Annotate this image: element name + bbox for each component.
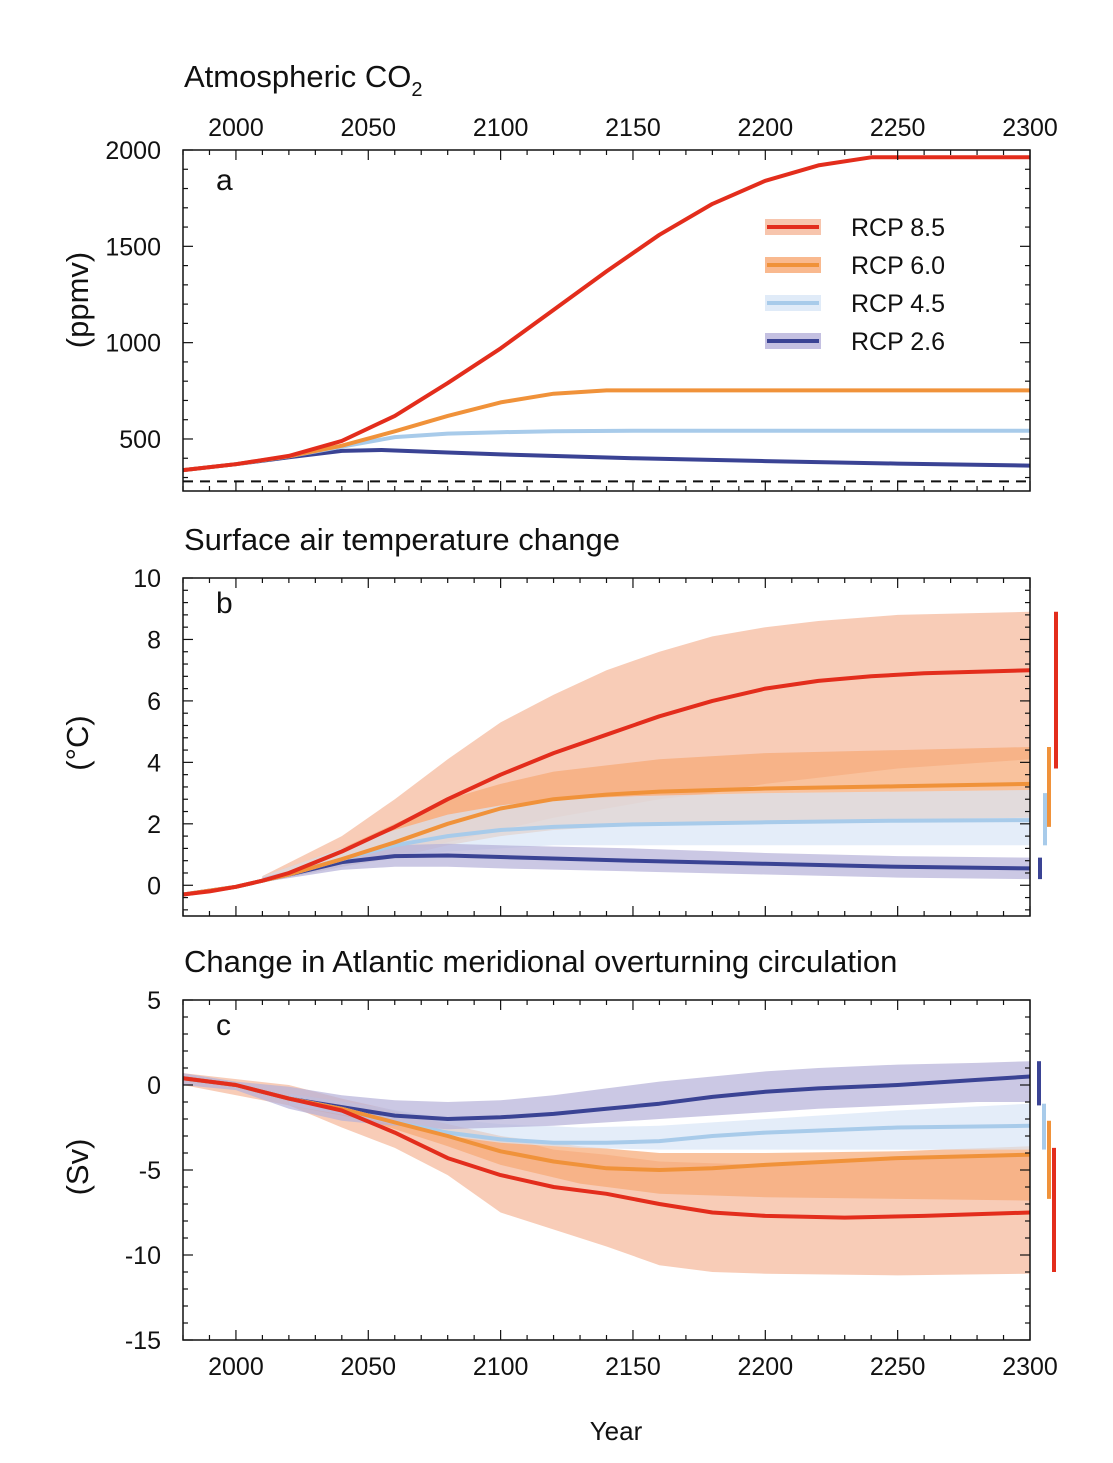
panel-a-x-tick-label: 2050 bbox=[340, 114, 396, 142]
panel-c: 2000 2050 2100 2150 2200 2250 2300 -15 -10 -5 0 5 bbox=[125, 987, 1058, 1381]
panel-b-y-tick-label: 6 bbox=[147, 688, 161, 716]
panel-a-x-tick-label: 2000 bbox=[208, 114, 264, 142]
panel-c-y-tick-label: 5 bbox=[147, 987, 161, 1015]
panel-b-letter: b bbox=[216, 587, 233, 620]
panel-c-x-tick-label: 2250 bbox=[870, 1353, 926, 1381]
panel-c-x-tick-label: 2000 bbox=[208, 1353, 264, 1381]
panel-c-x-tick-label: 2100 bbox=[473, 1353, 529, 1381]
panel-a-y-axis-label: (ppmv) bbox=[60, 252, 95, 348]
panel-c-letter: c bbox=[216, 1009, 231, 1042]
panel-c-x-tick-label: 2200 bbox=[738, 1353, 794, 1381]
panel-a-x-tick-label: 2200 bbox=[738, 114, 794, 142]
panel-b-plot-area bbox=[183, 611, 1030, 897]
panel-c-series-rcp85 bbox=[183, 1076, 1030, 1220]
panel-c-band-rcp60 bbox=[288, 1093, 1030, 1201]
panel-a-x-tick-label: 2100 bbox=[473, 114, 529, 142]
panel-c-band-rcp26 bbox=[183, 1061, 1030, 1130]
panel-a-x-tick-label: 2150 bbox=[605, 114, 661, 142]
legend-label-rcp60: RCP 6.0 bbox=[851, 252, 945, 280]
legend: RCP 8.5 RCP 6.0 RCP 4.5 RCP 2.6 bbox=[765, 214, 945, 356]
panel-b-band-rcp45 bbox=[262, 790, 1030, 883]
panel-b-y-tick-label: 10 bbox=[133, 565, 161, 593]
plot-layer: 2000 2050 2100 2150 2200 2250 2300500100015002… bbox=[105, 114, 1058, 1381]
panel-a-y-tick-label: 1000 bbox=[105, 330, 161, 358]
panel-c-plot-area bbox=[183, 1061, 1030, 1276]
legend-label-rcp45: RCP 4.5 bbox=[851, 290, 945, 318]
legend-label-rcp85: RCP 8.5 bbox=[851, 214, 945, 242]
panel-c-y-tick-label: -15 bbox=[125, 1327, 161, 1355]
panel-b-y-axis-label: (°C) bbox=[60, 715, 95, 770]
panel-c-y-axis-label: (Sv) bbox=[60, 1139, 95, 1196]
panel-c-y-tick-label: -10 bbox=[125, 1242, 161, 1270]
panel-b-y-tick-label: 2 bbox=[147, 811, 161, 839]
panel-c-y-tick-label: 0 bbox=[147, 1072, 161, 1100]
panel-a-title-subscript: 2 bbox=[411, 79, 422, 101]
panel-c-title: Change in Atlantic meridional overturnin… bbox=[184, 944, 897, 979]
panel-a-y-tick-label: 2000 bbox=[105, 137, 161, 165]
panel-b-y-tick-label: 0 bbox=[147, 872, 161, 900]
panel-a: 2000 2050 2100 2150 2200 2250 2300 500 1000 1500 2… bbox=[105, 114, 1058, 492]
panel-b-y-tick-label: 4 bbox=[147, 749, 161, 777]
panel-a-x-tick-label: 2250 bbox=[870, 114, 926, 142]
panel-c-x-tick-label: 2300 bbox=[1002, 1353, 1058, 1381]
panel-b-title: Surface air temperature change bbox=[184, 522, 620, 557]
panel-a-x-tick-label: 2300 bbox=[1002, 114, 1058, 142]
panel-b: 0 2 4 6 8 10 bbox=[133, 565, 1058, 917]
panel-a-y-tick-label: 1500 bbox=[105, 233, 161, 261]
panel-a-series-rcp85 bbox=[183, 155, 1030, 473]
panel-c-x-tick-label: 2050 bbox=[340, 1353, 396, 1381]
panel-a-plot-area bbox=[183, 155, 1030, 483]
panel-a-letter: a bbox=[216, 164, 233, 197]
panel-b-series-rcp85 bbox=[183, 668, 1030, 897]
panel-c-x-tick-label: 2150 bbox=[605, 1353, 661, 1381]
panel-a-title: Atmospheric CO2 bbox=[184, 59, 423, 101]
x-axis-label: Year bbox=[590, 1416, 643, 1446]
panel-a-y-tick-label: 500 bbox=[119, 426, 161, 454]
legend-label-rcp26: RCP 2.6 bbox=[851, 328, 945, 356]
panel-c-y-tick-label: -5 bbox=[139, 1157, 161, 1185]
panel-b-y-tick-label: 8 bbox=[147, 626, 161, 654]
